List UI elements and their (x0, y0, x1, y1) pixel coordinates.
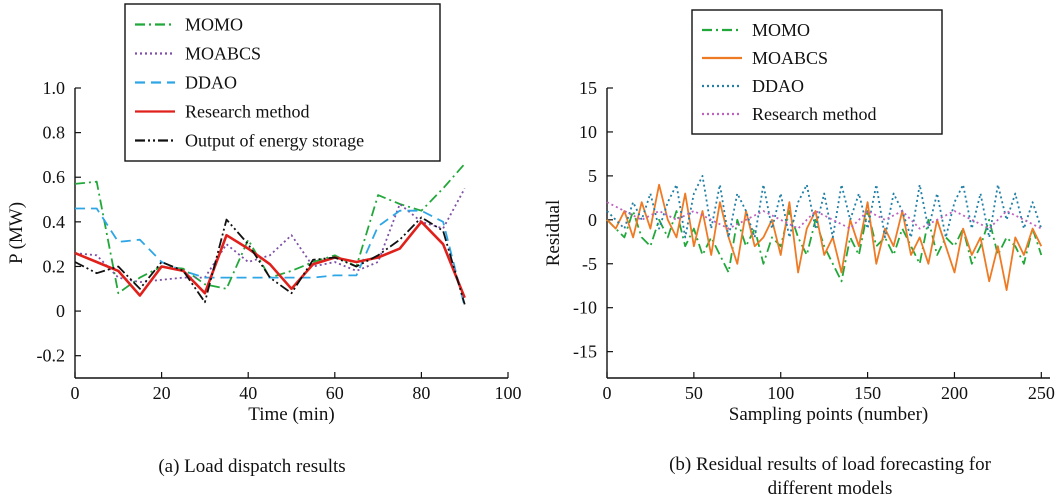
x-tick-label: 0 (71, 383, 80, 403)
x-tick-label: 60 (326, 383, 344, 403)
x-tick-label: 100 (767, 383, 794, 403)
series-line-1 (606, 183, 1043, 292)
legend-label: MOABCS (185, 44, 261, 64)
y-tick-label: -10 (573, 298, 597, 318)
y-tick-label: 15 (579, 78, 597, 98)
x-tick-label: 100 (495, 383, 522, 403)
series-line-3 (606, 201, 1042, 230)
series-line-3 (74, 220, 466, 299)
legend-label: MOMO (752, 20, 810, 40)
legend-label: DDAO (752, 76, 804, 96)
y-tick-label: 0.6 (43, 167, 66, 187)
x-tick-label: 0 (603, 383, 612, 403)
series-line-0 (606, 210, 1043, 283)
y-tick-label: 0.8 (43, 123, 66, 143)
x-tick-label: 40 (239, 383, 257, 403)
x-tick-label: 200 (941, 383, 968, 403)
legend-label: Research method (752, 104, 876, 124)
series-line-1 (74, 187, 466, 284)
x-axis-title: Time (min) (248, 404, 334, 425)
x-tick-label: 20 (153, 383, 171, 403)
y-tick-label: 1.0 (43, 78, 66, 98)
legend-label: Output of energy storage (185, 131, 364, 151)
y-tick-label: 0 (588, 210, 597, 230)
y-tick-label: 0 (56, 301, 65, 321)
series-line-2 (606, 174, 1043, 239)
y-tick-label: -15 (573, 342, 597, 362)
series-line-4 (74, 216, 466, 305)
y-axis-title: Residual (543, 200, 564, 267)
figure-caption: (a) Load dispatch results (158, 456, 345, 477)
y-tick-label: 0.4 (43, 212, 66, 232)
x-axis-title: Sampling points (number) (729, 404, 928, 425)
legend-box (124, 3, 441, 162)
y-tick-label: 5 (588, 166, 597, 186)
legend-label: MOABCS (752, 48, 828, 68)
series-line-0 (74, 163, 466, 295)
figure-caption: different models (768, 478, 893, 498)
legend-label: DDAO (185, 73, 237, 93)
y-tick-label: 0.2 (43, 256, 66, 276)
y-axis-title: P (MW) (6, 202, 27, 264)
x-tick-label: 80 (412, 383, 430, 403)
x-tick-label: 250 (1028, 383, 1055, 403)
x-tick-label: 50 (685, 383, 703, 403)
y-tick-label: 10 (579, 122, 597, 142)
y-tick-label: -5 (582, 254, 597, 274)
x-tick-label: 150 (854, 383, 881, 403)
series-line-2 (75, 207, 466, 307)
y-tick-label: -0.2 (37, 346, 66, 366)
legend-label: Research method (185, 102, 309, 122)
figure-caption: (b) Residual results of load forecasting… (669, 454, 992, 475)
legend-label: MOMO (185, 15, 243, 35)
